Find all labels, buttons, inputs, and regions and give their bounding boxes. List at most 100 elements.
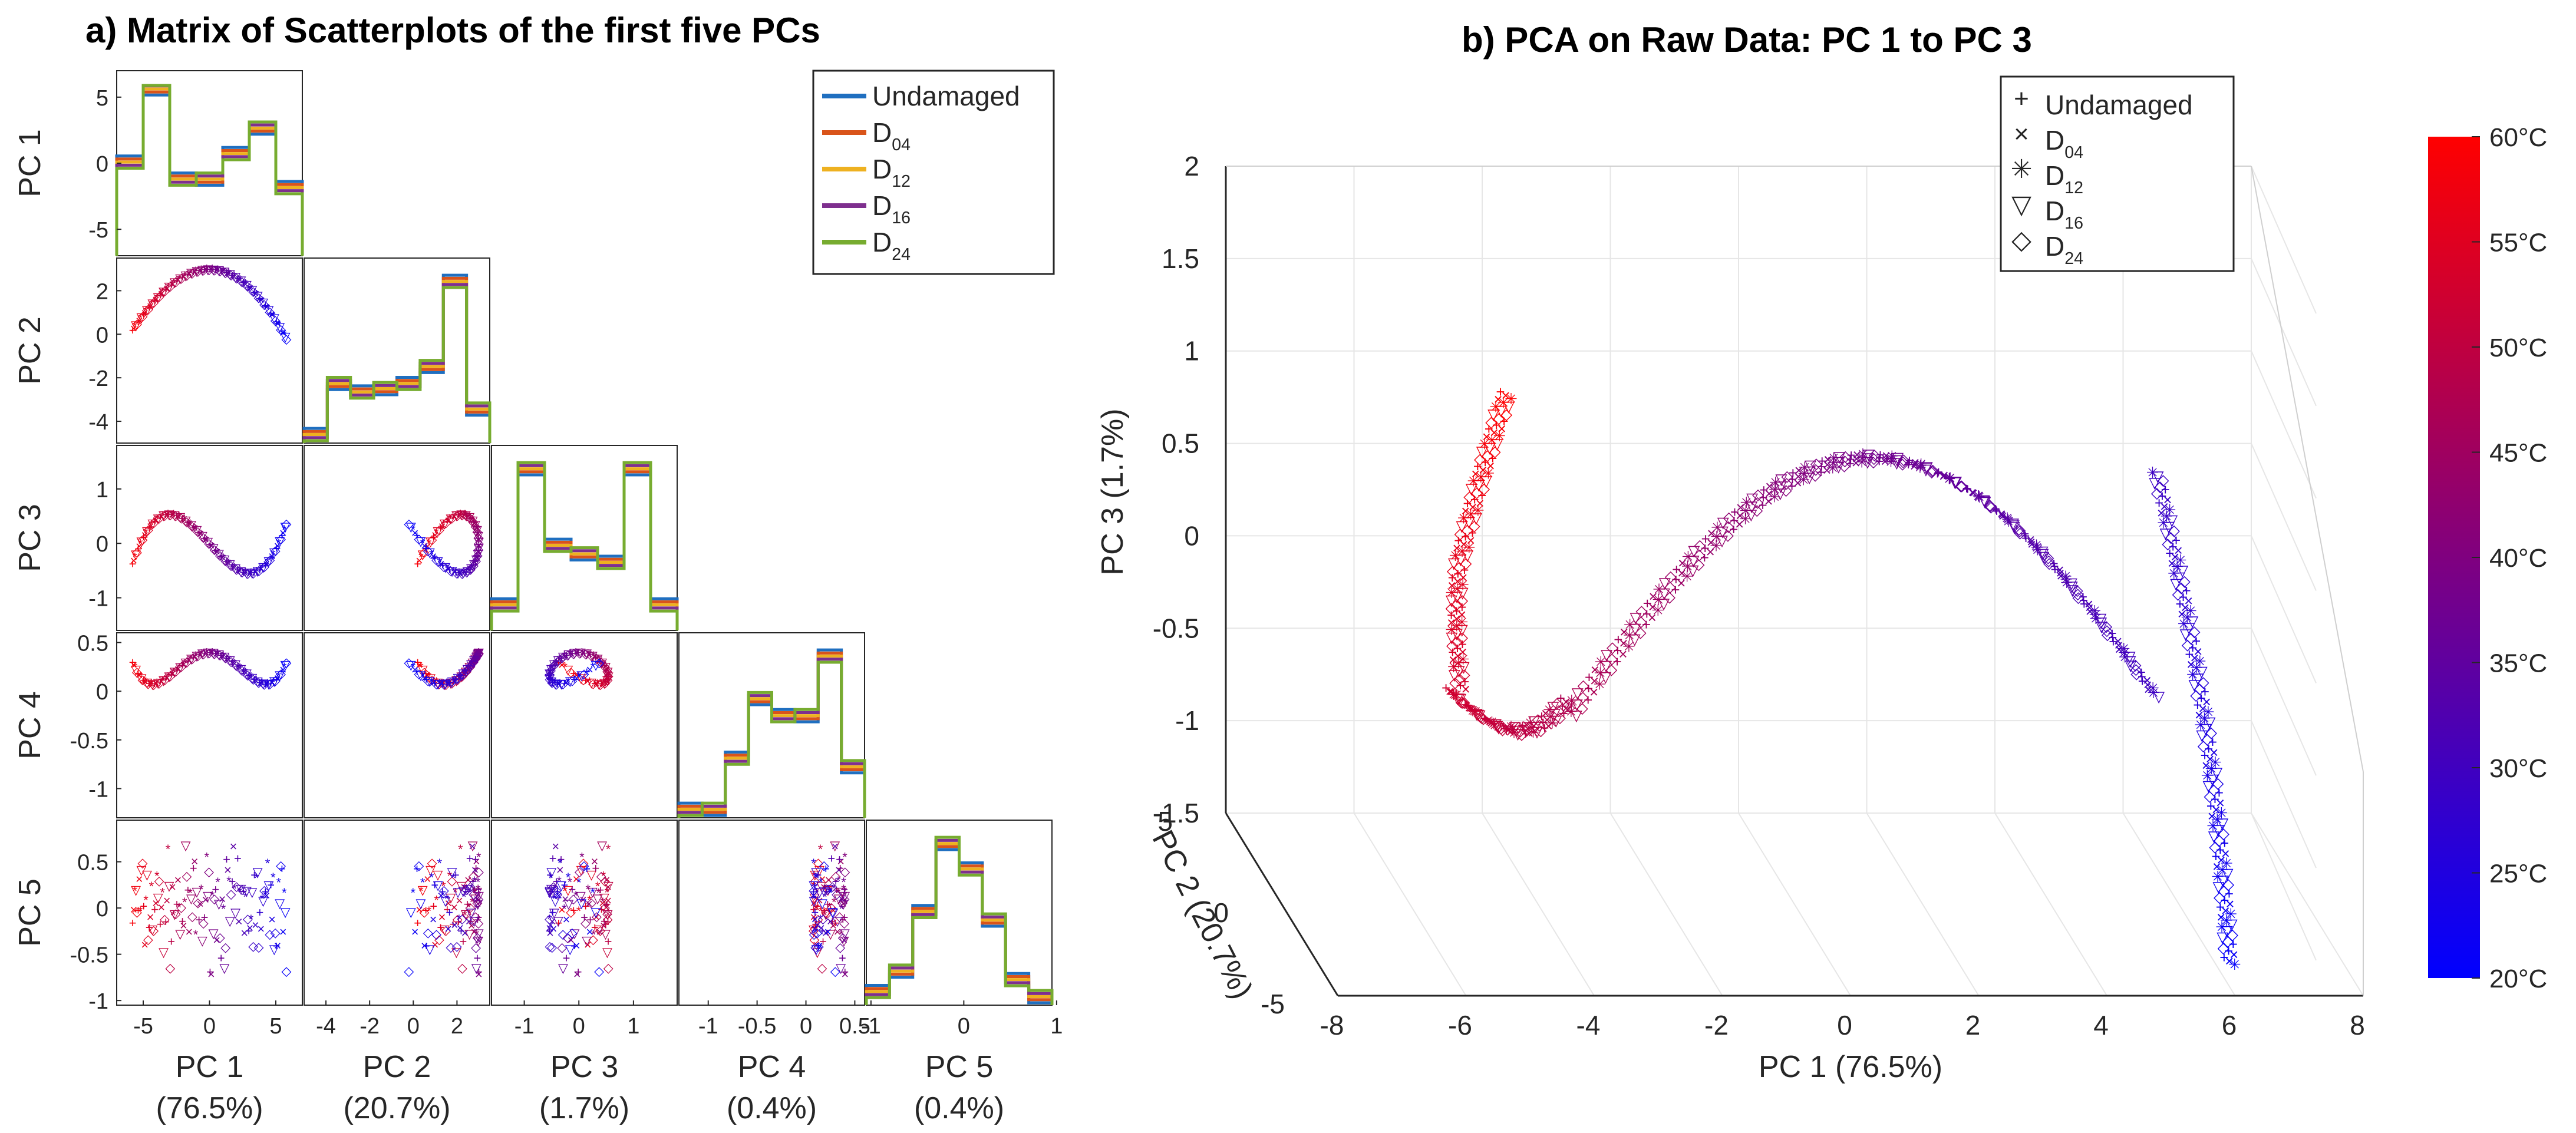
matrix-ytick-label: -1: [88, 989, 108, 1014]
scatter-point: *: [138, 536, 143, 551]
scatter-point: ×: [147, 519, 154, 534]
scatter-point: ▽: [275, 320, 285, 335]
scatter-point: ▽: [164, 507, 174, 521]
scatter-point: ◇: [160, 283, 170, 298]
matrix-cell-frame: [304, 632, 490, 818]
scatter-point: ◇: [282, 332, 292, 346]
scatter-point: ◇: [137, 309, 147, 323]
scatter-point: ◇: [404, 964, 414, 979]
scatter-point: ×: [219, 264, 226, 279]
scatter-point: ×: [224, 266, 232, 280]
scatter-point: *: [166, 507, 171, 522]
scatter-point: *: [143, 304, 149, 319]
scatter-3d-point: ▽: [2153, 688, 2165, 705]
scatter-point: +: [278, 861, 286, 876]
scatter-point: ×: [257, 921, 265, 936]
scatter-point: ◇: [137, 531, 147, 546]
scatter-point: ×: [263, 299, 271, 314]
scatter-point: ▽: [153, 511, 163, 526]
matrix-xlabel-variance: (0.4%): [727, 1091, 817, 1125]
scatter-point: ◇: [282, 655, 292, 670]
scatter-point: ◇: [282, 964, 292, 979]
legend-b-marker: ▽: [2011, 190, 2031, 219]
y-tick-label: -5: [1261, 989, 1285, 1019]
scatter-point: *: [276, 876, 282, 890]
scatter-point: ×: [163, 281, 171, 296]
scatter-point: *: [282, 328, 287, 342]
scatter-point: ◇: [182, 514, 192, 528]
scatter-point: ◇: [271, 312, 281, 327]
scatter-point: ◇: [817, 960, 827, 975]
matrix-cell-r4-c3: +×*▽◇+×*▽◇+×*▽◇+×*▽◇+×*▽◇+×*▽◇+×*▽◇+×*▽◇…: [491, 632, 678, 818]
grid-line-floor: [1353, 812, 1467, 996]
scatter-point: *: [171, 276, 176, 290]
grid-line-z-side: [2251, 812, 2317, 961]
scatter-point: ×: [163, 893, 171, 908]
colorbar-tick-label: 35°C: [2489, 649, 2547, 678]
scatter-point: ▽: [281, 329, 291, 344]
matrix-ytick-label: -0.5: [70, 729, 108, 754]
scatter-point: ◇: [171, 274, 181, 289]
scatter-point: *: [154, 291, 160, 306]
scatter-point: ×: [196, 263, 204, 278]
matrix-ytick-label: 0: [96, 323, 108, 348]
x-tick-label: 2: [1965, 1010, 1981, 1040]
scatter-point: *: [254, 288, 259, 302]
scatter-point: ×: [136, 313, 143, 328]
scatter-point: ×: [152, 513, 160, 527]
scatter-point: +: [134, 541, 142, 556]
scatter-point: ▽: [558, 961, 568, 976]
matrix-cell-r5-c4: +×*▽◇+×*▽◇+×*▽◇+×*▽◇+×*▽◇+×*▽◇+×*▽◇+×*▽◇…: [678, 820, 865, 1006]
scatter-point: *: [265, 301, 271, 316]
scatter-point: ◇: [457, 960, 467, 975]
matrix-xlabel-variance: (0.4%): [914, 1091, 1004, 1125]
scatter-point: ▽: [175, 510, 185, 524]
scatter-point: ◇: [232, 270, 242, 285]
scatter-point: ▽: [236, 273, 246, 288]
matrix-xlabel: PC 2: [363, 1050, 431, 1084]
scatter-point: +: [195, 263, 203, 278]
scatter-point: ×: [411, 924, 419, 939]
legend-b-marker: ✳: [2011, 155, 2033, 184]
scatter-point: ◇: [204, 864, 214, 879]
scatter-point: *: [160, 508, 165, 523]
x-tick-label: -2: [1704, 1010, 1729, 1040]
legend-b-marker: ×: [2014, 120, 2029, 148]
grid-line-floor: [2251, 812, 2364, 996]
scatter-point: +: [140, 530, 147, 544]
scatter-point: ×: [163, 507, 171, 522]
scatter-point: *: [811, 856, 816, 871]
matrix-xtick-label: 0: [203, 1014, 216, 1039]
scatter-point: ◇: [276, 322, 286, 336]
scatter-point: +: [234, 851, 242, 866]
scatter-point: ▽: [131, 318, 141, 332]
scatter-point: ×: [816, 938, 823, 953]
scatter-point: *: [827, 886, 833, 900]
scatter-point: ◇: [165, 507, 175, 521]
scatter-point: ◇: [226, 267, 236, 282]
scatter-point: +: [212, 262, 219, 277]
matrix-xlabel: PC 4: [738, 1050, 806, 1084]
scatter-point: ▽: [186, 266, 196, 280]
scatter-point: ◇: [404, 655, 414, 670]
scatter-point: ▽: [153, 290, 163, 305]
scatter-point: +: [229, 267, 236, 282]
scatter-point: +: [206, 262, 214, 276]
scatter-point: ◇: [220, 940, 230, 954]
scatter-point: *: [558, 856, 563, 871]
matrix-xtick-label: 2: [451, 1014, 463, 1039]
matrix-ytick-label: -1: [88, 587, 108, 612]
scatter-point: ×: [252, 286, 259, 301]
scatter-point: ▽: [170, 275, 180, 290]
scatter-point: ▽: [203, 262, 213, 277]
grid-line-floor: [1738, 812, 1851, 996]
scatter-point: +: [173, 508, 181, 523]
scatter-point: ◇: [830, 964, 840, 979]
scatter-point: +: [167, 278, 175, 292]
scatter-point: *: [187, 266, 193, 280]
legend-a-label-undamaged: Undamaged: [872, 81, 1020, 111]
matrix-ytick-label: 0: [96, 532, 108, 557]
scatter-point: *: [458, 842, 463, 857]
scatter-point: +: [179, 511, 186, 526]
scatter-point: ×: [185, 266, 193, 281]
